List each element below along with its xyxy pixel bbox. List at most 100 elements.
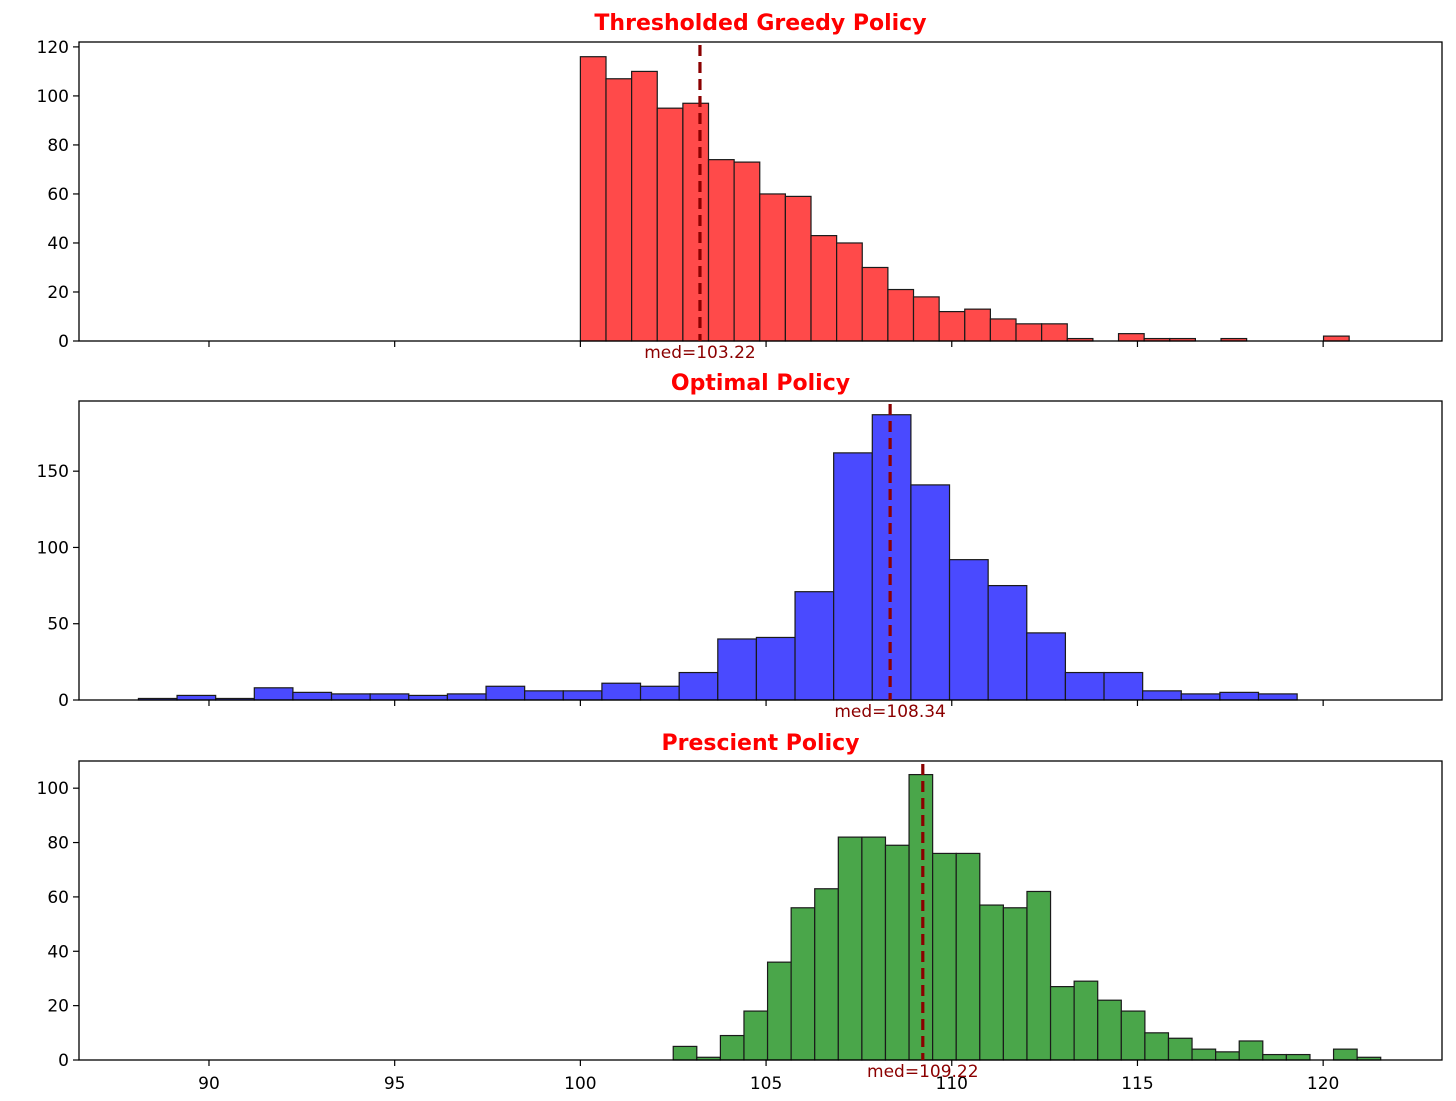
histogram-bar: [1167, 1037, 1193, 1061]
x-tick-label: 120: [1307, 1074, 1339, 1094]
histogram-bar: [1322, 335, 1350, 342]
histogram-bar: [1097, 999, 1122, 1061]
histogram-bar: [1285, 1053, 1311, 1061]
histogram-bar: [1049, 986, 1075, 1061]
histogram-bar: [719, 1034, 745, 1061]
histogram-bar: [1257, 693, 1298, 701]
y-tick-label: 80: [47, 834, 69, 854]
median-label: med=109.22: [867, 1062, 979, 1082]
panel-prescient: Prescient Policy 0 20 40 60 80 100 90 95 100 105 1…: [37, 731, 1443, 1094]
histogram-bar: [912, 296, 940, 342]
y-tick-label: 100: [37, 87, 69, 107]
histogram-bar: [1117, 333, 1145, 342]
y-tick-label: 0: [58, 691, 69, 711]
histogram-bar: [755, 636, 796, 701]
histogram-bar: [1262, 1053, 1287, 1061]
histogram-bar: [833, 452, 873, 701]
y-tick-label: 0: [58, 1051, 69, 1071]
histogram-bar: [1191, 1048, 1217, 1061]
y-tick-label: 40: [47, 234, 69, 254]
histogram-bar: [562, 690, 603, 701]
y-tick-label: 100: [37, 779, 69, 799]
x-tick-label: 110: [936, 1074, 968, 1094]
y-tick-label: 60: [47, 185, 69, 205]
histogram-bar: [932, 852, 957, 1061]
histogram-bar: [672, 1045, 698, 1061]
histogram-bar: [605, 78, 633, 342]
y-tick-label: 0: [58, 332, 69, 352]
histogram-bar: [678, 671, 719, 701]
histogram-bar: [790, 907, 816, 1061]
plot-frame: [78, 41, 1443, 342]
histogram-bar: [1215, 1051, 1240, 1061]
histogram-bar: [656, 107, 684, 342]
histogram-bar: [408, 694, 449, 701]
y-tick-label: 20: [47, 997, 69, 1017]
histogram-bar: [1015, 323, 1043, 342]
histogram-bar: [1219, 691, 1260, 701]
panel-optimal: Optimal Policy 0 50 100 150 med=108.34: [37, 371, 1443, 722]
histogram-bar: [707, 159, 735, 342]
histogram-bar: [1144, 1032, 1170, 1061]
histogram-bar: [1238, 1040, 1264, 1061]
histogram-bar: [837, 836, 863, 1061]
histogram-bar: [910, 484, 951, 701]
histogram-bar: [743, 1010, 769, 1061]
panel-thresholded-greedy: Thresholded Greedy Policy 0 20 40 60 80 100 12…: [37, 11, 1443, 363]
plot-frame: [78, 760, 1443, 1061]
histogram-bar: [861, 266, 889, 342]
histogram-bar: [579, 56, 607, 342]
histogram-bar: [1103, 671, 1144, 701]
x-tick-label: 115: [1121, 1074, 1153, 1094]
y-tick-label: 150: [37, 462, 69, 482]
histogram-bar: [938, 310, 966, 342]
histogram-bar: [176, 694, 217, 701]
histogram-bar: [1002, 907, 1028, 1061]
histogram-bar: [964, 308, 991, 342]
y-tick-label: 40: [47, 942, 69, 962]
histogram-bar: [682, 102, 710, 342]
median-label: med=108.34: [834, 702, 946, 722]
histogram-bar: [987, 584, 1028, 701]
histogram-bar: [908, 773, 934, 1061]
plot-frame: [78, 400, 1443, 701]
y-tick-label: 60: [47, 888, 69, 908]
histogram-bar: [601, 682, 642, 701]
chart-title: Thresholded Greedy Policy: [594, 11, 926, 36]
histogram-bar: [955, 852, 981, 1061]
histogram-bar: [836, 242, 863, 342]
histogram-bar: [948, 559, 989, 701]
x-tick-label: 100: [564, 1074, 596, 1094]
histogram-bar: [1064, 671, 1105, 701]
histogram-bar: [810, 235, 838, 342]
histogram-bar: [1026, 890, 1052, 1061]
histogram-bar: [631, 70, 658, 342]
histogram-bar: [887, 288, 915, 342]
histogram-bar: [717, 638, 758, 701]
histogram-bar: [1041, 323, 1068, 342]
y-tick-label: 50: [47, 615, 69, 635]
histogram-bar: [766, 961, 792, 1061]
histogram-bar: [1180, 693, 1221, 701]
y-tick-label: 120: [37, 38, 69, 58]
histogram-bar: [979, 904, 1004, 1061]
histogram-bar: [446, 693, 487, 701]
histogram-bar: [524, 690, 564, 701]
y-tick-label: 100: [37, 538, 69, 558]
histogram-bar: [369, 693, 410, 701]
histogram-bar: [1142, 690, 1182, 701]
x-tick-label: 105: [750, 1074, 782, 1094]
histogram-bar: [485, 685, 526, 701]
x-tick-label: 95: [384, 1074, 406, 1094]
histogram-bar: [733, 161, 761, 342]
histogram-bar: [884, 844, 910, 1061]
histogram-bar: [784, 195, 812, 342]
histogram-bar: [861, 836, 887, 1061]
y-tick-label: 80: [47, 136, 69, 156]
histogram-bar: [989, 318, 1017, 342]
histogram-bar: [1332, 1048, 1358, 1061]
histogram-bar: [759, 193, 786, 342]
chart-title: Prescient Policy: [661, 731, 859, 756]
chart-title: Optimal Policy: [671, 371, 850, 396]
